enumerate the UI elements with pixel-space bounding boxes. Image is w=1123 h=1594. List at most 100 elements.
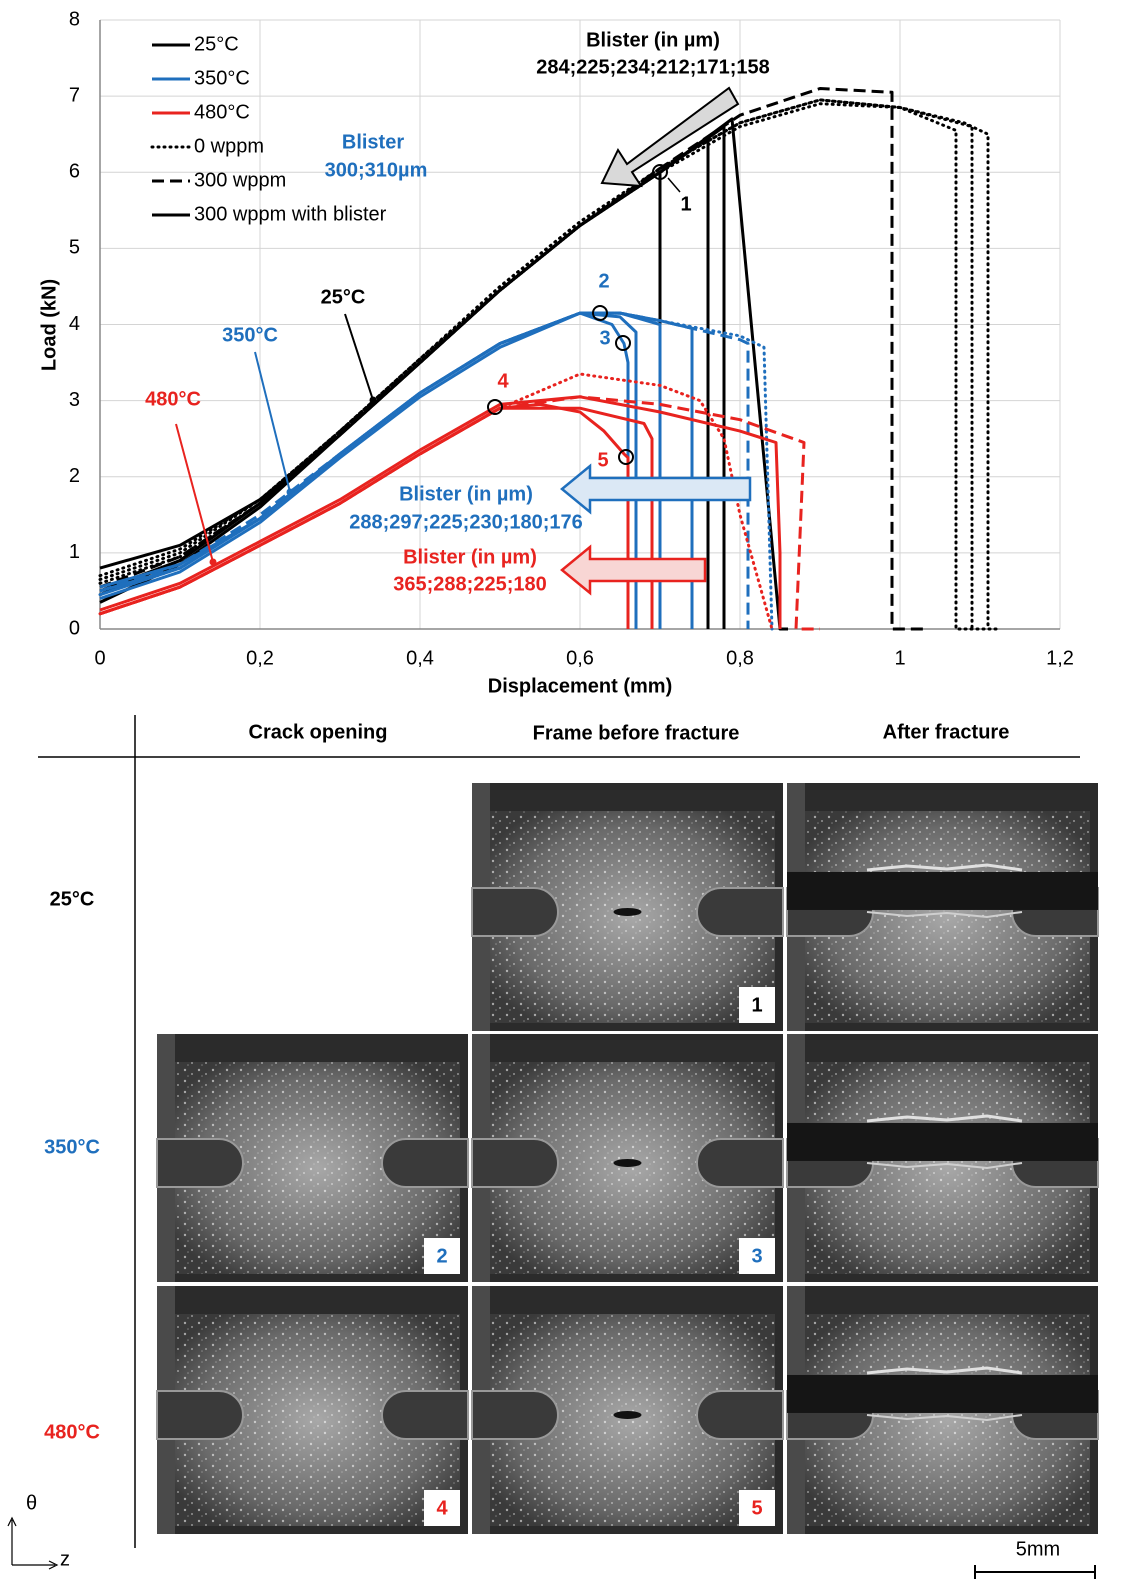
series-line <box>99 395 820 631</box>
column-header: Frame before fracture <box>533 722 740 744</box>
axis-label: z <box>60 1548 70 1570</box>
crack <box>613 1158 642 1167</box>
notch <box>156 1389 244 1440</box>
row-label: 25°C <box>50 888 95 910</box>
series-line <box>98 372 774 631</box>
callout-line <box>344 313 374 401</box>
axis-arrow <box>48 1560 59 1570</box>
callout-line <box>175 423 214 563</box>
legend: 25°C 350°C 480°C 0 wppm 300 wppm 300 wppm wit… <box>150 33 387 225</box>
x-tick-label: 0,6 <box>566 647 594 669</box>
crack <box>613 1410 642 1419</box>
column-header: After fracture <box>883 721 1010 743</box>
annotation: 300;310µm <box>325 159 428 181</box>
frame-number: 3 <box>751 1245 762 1267</box>
notch <box>471 1389 559 1440</box>
fracture-gap <box>787 871 1098 910</box>
row-label: 480°C <box>44 1421 100 1443</box>
annotation: 480°C <box>145 388 201 410</box>
blister-arrow <box>600 86 740 188</box>
notch <box>696 1389 784 1440</box>
y-axis-label: Load (kN) <box>38 279 60 371</box>
series-line <box>99 406 654 629</box>
crack <box>613 907 642 916</box>
callout-line <box>667 177 681 193</box>
legend-label: 25°C <box>194 33 239 55</box>
fracture-edge <box>866 1366 1023 1375</box>
axis-label: θ <box>26 1492 37 1514</box>
frame-marker <box>615 335 631 351</box>
notch <box>381 1389 469 1440</box>
x-tick-label: 1 <box>894 647 905 669</box>
series-line <box>99 395 782 629</box>
frame-marker <box>592 305 608 321</box>
fracture-edge <box>866 1161 1023 1169</box>
callout-dot <box>369 396 377 404</box>
frame-number: 5 <box>751 1497 762 1519</box>
annotation: Blister (in µm) <box>586 29 720 51</box>
annotation: 4 <box>497 370 509 392</box>
notch <box>471 1137 559 1188</box>
frame-marker <box>652 164 668 180</box>
frame-marker <box>618 449 634 465</box>
notch <box>696 886 784 937</box>
y-tick-label: 4 <box>69 313 80 335</box>
legend-label: 480°C <box>194 101 250 123</box>
y-tick-label: 2 <box>69 465 80 487</box>
row-label: 350°C <box>44 1136 100 1158</box>
annotation: 2 <box>598 270 609 292</box>
frame-number: 2 <box>436 1245 447 1267</box>
frame-badge <box>739 1238 775 1274</box>
legend-label: 0 wppm <box>194 135 264 157</box>
y-tick-label: 3 <box>69 389 80 411</box>
series-line <box>99 311 694 629</box>
series-line <box>99 311 750 629</box>
blister-arrow <box>560 544 707 596</box>
fracture-edge <box>866 910 1023 918</box>
frame-number: 1 <box>751 994 762 1016</box>
annotation: Blister (in µm) <box>399 483 533 505</box>
annotation: 288;297;225;230;180;176 <box>349 511 583 533</box>
frame-badge <box>739 1490 775 1526</box>
frame-badge <box>739 987 775 1023</box>
series-line <box>98 98 990 631</box>
series-line <box>99 117 788 631</box>
axis-arrow <box>7 1516 17 1527</box>
frame-number: 4 <box>436 1497 448 1519</box>
legend-label: 300 wppm with blister <box>194 203 387 225</box>
y-tick-label: 5 <box>69 237 80 259</box>
annotation: 1 <box>680 193 691 215</box>
y-tick-label: 0 <box>69 617 80 639</box>
x-tick-label: 0,4 <box>406 647 434 669</box>
y-tick-label: 6 <box>69 161 80 183</box>
annotation: 3 <box>599 327 610 349</box>
callout-dot <box>209 558 217 566</box>
callout-line <box>254 351 291 493</box>
y-tick-label: 7 <box>69 84 80 106</box>
x-tick-label: 0 <box>94 647 105 669</box>
annotation: Blister (in µm) <box>403 546 537 568</box>
notch <box>696 1137 784 1188</box>
fracture-edge <box>866 1114 1023 1123</box>
y-tick-label: 8 <box>69 8 80 30</box>
frame-badge <box>424 1238 460 1274</box>
callout-dot <box>286 488 294 496</box>
frame-badge <box>424 1490 460 1526</box>
annotation: 365;288;225;180 <box>393 573 546 595</box>
x-axis-label: Displacement (mm) <box>488 675 673 697</box>
image-grid: 25°C 350°C 480°C 1 2 3 4 5 <box>44 783 1099 1534</box>
legend-label: 350°C <box>194 67 250 89</box>
annotation: 284;225;234;212;171;158 <box>536 56 770 78</box>
notch <box>471 886 559 937</box>
annotation: 5 <box>597 449 608 471</box>
legend-label: 300 wppm <box>194 169 286 191</box>
column-header: Crack opening <box>249 721 388 743</box>
series-line <box>99 311 630 629</box>
x-tick-label: 1,2 <box>1046 647 1074 669</box>
frame-marker <box>487 399 503 415</box>
annotation: Blister <box>342 131 404 153</box>
x-tick-label: 0,2 <box>246 647 274 669</box>
notch <box>381 1137 469 1188</box>
